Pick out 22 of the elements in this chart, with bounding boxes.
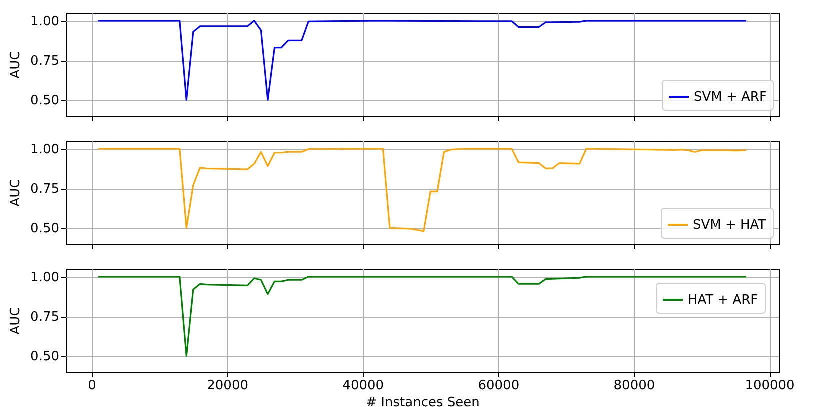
x-tick-label: 20000 <box>207 378 248 394</box>
y-tick-label: 1.00 <box>30 14 60 30</box>
y-tick-label: 1.00 <box>30 270 60 286</box>
x-tick-label: 40000 <box>342 378 384 394</box>
x-tick-label: 80000 <box>614 378 656 394</box>
legend-label: SVM + ARF <box>694 90 767 105</box>
y-tick-label: 0.50 <box>30 94 60 109</box>
y-tick-label: 0.75 <box>30 182 60 198</box>
y-axis-title: AUC <box>8 51 24 79</box>
y-tick-label: 1.00 <box>30 142 60 158</box>
y-axis-title: AUC <box>8 307 24 335</box>
y-tick-label: 0.75 <box>30 310 60 326</box>
y-tick-label: 0.75 <box>30 54 60 70</box>
y-tick-label: 0.50 <box>30 222 60 237</box>
y-tick-label: 0.50 <box>30 350 60 365</box>
x-tick-label: 60000 <box>478 378 520 394</box>
x-tick-label: 0 <box>88 378 96 394</box>
x-tick-label: 100000 <box>745 378 795 394</box>
x-axis-title: # Instances Seen <box>366 396 480 407</box>
y-axis-title: AUC <box>8 179 24 207</box>
legend-label: SVM + HAT <box>693 218 766 233</box>
legend-label: HAT + ARF <box>688 293 758 308</box>
